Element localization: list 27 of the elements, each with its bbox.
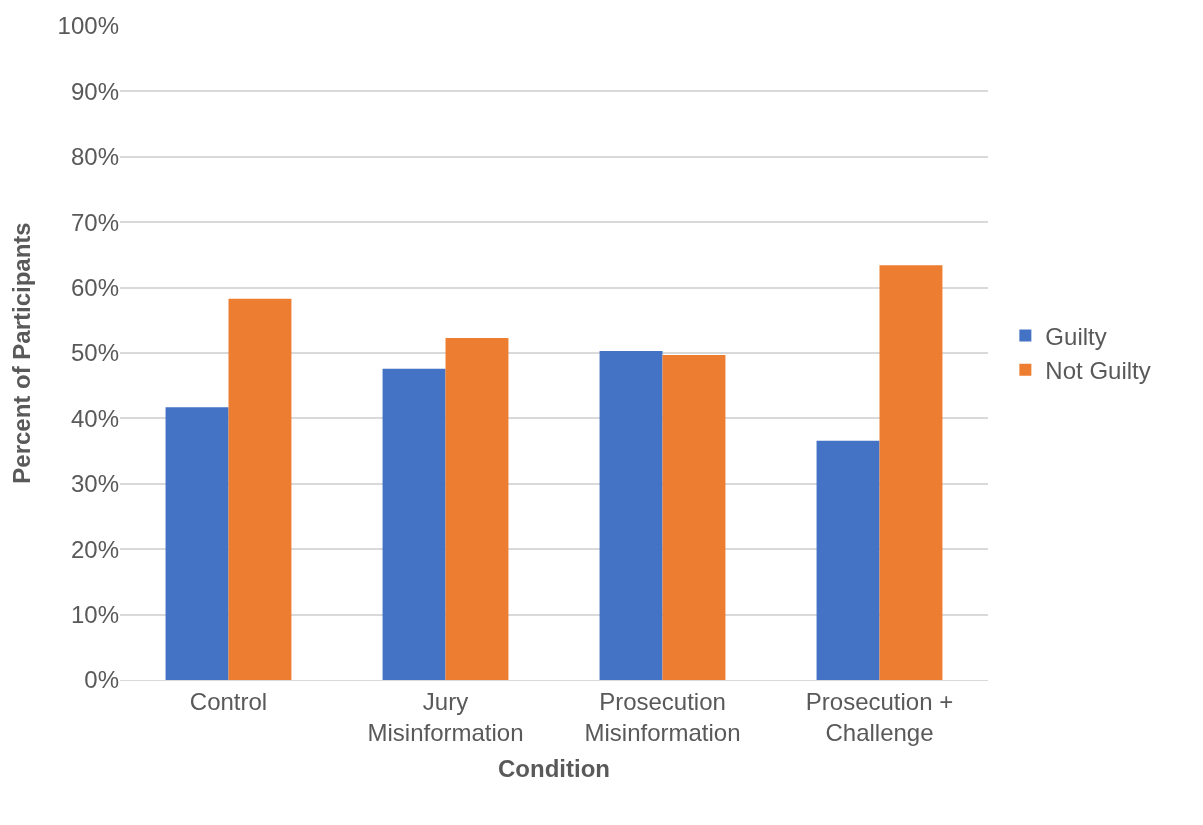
y-tick-label: 100% [57, 12, 119, 40]
y-tick-label: 50% [70, 339, 119, 367]
y-tick-label: 60% [70, 274, 119, 301]
bar [879, 265, 943, 680]
x-tick-label: Prosecution + Challenge [805, 687, 954, 746]
bar [445, 337, 509, 680]
y-tick-label: 20% [70, 535, 119, 563]
legend-label: Not Guilty [1045, 357, 1151, 385]
bar [816, 440, 880, 680]
x-tick-label: Prosecution Misinformation [584, 687, 741, 746]
x-tick-label: Control [189, 687, 268, 715]
bar [599, 351, 663, 680]
bar [165, 407, 229, 680]
y-tick-label: 90% [70, 77, 119, 105]
y-tick-label: 70% [70, 208, 119, 236]
bar [228, 298, 292, 680]
y-tick-label: 40% [70, 404, 119, 432]
y-tick-label: 80% [70, 143, 119, 171]
y-tick-label: 0% [84, 666, 119, 694]
bar [382, 368, 446, 680]
x-axis-title: Condition [498, 755, 610, 783]
x-tick-label: Jury Misinformation [367, 687, 524, 746]
bar [662, 354, 726, 680]
y-tick-label: 10% [70, 601, 119, 628]
y-axis-title: Percent of Participants [7, 222, 35, 484]
legend-label: Guilty [1045, 322, 1107, 350]
y-tick-label: 30% [70, 470, 119, 498]
